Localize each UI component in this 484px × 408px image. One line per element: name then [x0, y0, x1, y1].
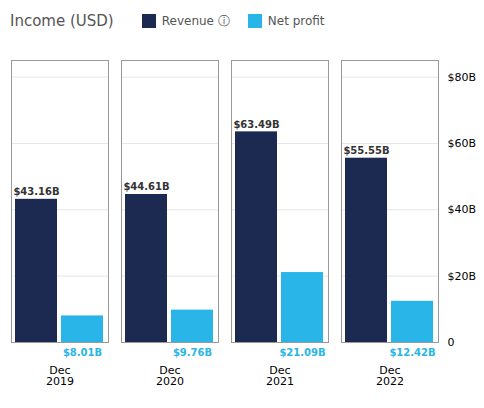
svg-text:Dec2019: Dec2019 [46, 364, 74, 388]
svg-text:Dec2022: Dec2022 [376, 364, 404, 388]
svg-text:$9.76B: $9.76B [173, 347, 212, 358]
svg-text:$12.42B: $12.42B [389, 347, 435, 358]
svg-text:$20B: $20B [448, 270, 477, 283]
html-text:Net profit: Net profit [267, 14, 325, 28]
svg-text:Dec2021: Dec2021 [266, 364, 294, 388]
html-text:Income (USD): Income (USD) [10, 12, 114, 30]
svg-text:Dec2020: Dec2020 [156, 364, 184, 388]
svg-text:$80B: $80B [448, 71, 477, 84]
svg-text:$44.61B: $44.61B [123, 181, 169, 192]
svg-text:$60B: $60B [448, 137, 477, 150]
svg-text:$40B: $40B [448, 203, 477, 216]
svg-text:0: 0 [448, 336, 455, 349]
svg-text:$21.09B: $21.09B [279, 347, 325, 358]
svg-text:$43.16B: $43.16B [13, 186, 59, 197]
svg-text:$55.55B: $55.55B [343, 145, 389, 156]
svg-text:$63.49B: $63.49B [233, 119, 279, 130]
svg-text:$8.01B: $8.01B [63, 347, 102, 358]
html-text:Revenue ⓘ: Revenue ⓘ [161, 13, 230, 28]
